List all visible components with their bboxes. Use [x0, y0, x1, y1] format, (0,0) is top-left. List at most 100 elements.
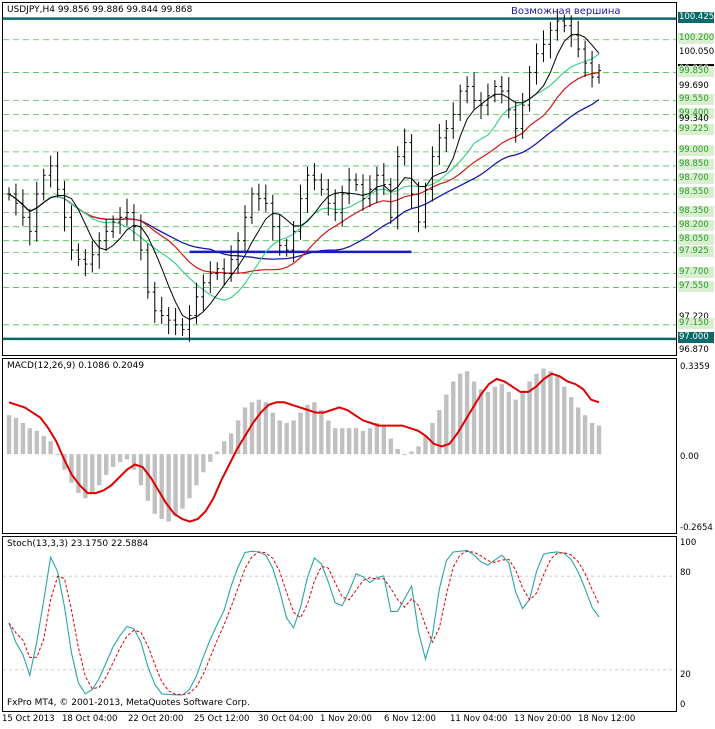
macd-histogram-bar: [402, 454, 407, 456]
macd-histogram-bar: [409, 451, 414, 455]
macd-histogram-bar: [110, 454, 116, 468]
price-chart-svg: [3, 8, 676, 342]
macd-histogram-bar: [305, 404, 310, 455]
macd-histogram-bar: [27, 428, 33, 455]
macd-histogram-bar: [326, 420, 331, 455]
macd-histogram-bar: [333, 428, 338, 455]
price-label: 98.050: [678, 234, 714, 246]
symbol-info: USDJPY,H4 99.856 99.886 99.844 99.868: [7, 5, 193, 15]
macd-histogram-bar: [457, 373, 463, 455]
macd-histogram-bar: [145, 454, 151, 501]
ma-red-line: [8, 72, 600, 274]
time-label: 18 Nov 12:00: [578, 714, 636, 724]
price-label: 96.870: [679, 344, 709, 355]
stochastic-pane[interactable]: Stoch(13,3,3) 23.1750 22.5884 FxPro MT4,…: [2, 536, 677, 712]
macd-histogram-bar: [159, 454, 164, 520]
macd-histogram-bar: [562, 386, 567, 455]
macd-histogram-bar: [221, 441, 227, 455]
macd-histogram-bar: [451, 381, 456, 455]
price-chart-pane[interactable]: USDJPY,H4 99.856 99.886 99.844 99.868 Во…: [2, 2, 677, 356]
macd-histogram-bar: [381, 425, 387, 455]
stoch-axis-0: 0: [680, 700, 686, 710]
stoch-axis-20: 20: [680, 670, 691, 680]
stoch-axis-80: 80: [680, 568, 691, 578]
macd-histogram-bar: [20, 423, 26, 455]
macd-histogram-bar: [180, 454, 185, 509]
macd-histogram-bar: [464, 371, 470, 455]
macd-histogram-bar: [208, 454, 213, 462]
price-label: 98.200: [678, 220, 714, 232]
macd-histogram-bar: [13, 417, 19, 455]
macd-axis-max: 0.3359: [680, 362, 710, 372]
macd-histogram-bar: [131, 454, 137, 470]
price-label: 99.340: [679, 113, 709, 124]
price-label: 98.350: [678, 206, 714, 218]
price-label: 97.550: [678, 280, 714, 292]
macd-histogram-bar: [569, 397, 574, 455]
macd-histogram-bar: [416, 446, 421, 455]
macd-histogram-bar: [117, 454, 123, 462]
macd-histogram-bar: [395, 448, 400, 455]
macd-histogram-bar: [228, 433, 234, 455]
ma-slow-line: [8, 98, 600, 260]
price-label: 99.400: [678, 108, 714, 119]
macd-histogram-bar: [69, 454, 74, 483]
price-label: 99.225: [678, 124, 714, 136]
macd-histogram-bar: [97, 454, 102, 486]
macd-histogram-bar: [478, 389, 484, 455]
macd-histogram-bar: [194, 454, 199, 486]
macd-histogram-bar: [55, 454, 60, 456]
macd-histogram-bar: [346, 428, 352, 455]
macd-histogram-bar: [173, 454, 178, 517]
stoch-svg: [3, 549, 676, 696]
possible-top-annotation: Возможная вершина: [511, 6, 621, 17]
macd-histogram-bar: [527, 381, 532, 455]
macd-histogram-bar: [520, 391, 525, 455]
macd-histogram-bar: [298, 412, 303, 455]
macd-signal-line: [8, 372, 600, 523]
price-label: 99.550: [678, 93, 714, 105]
macd-histogram-bar: [575, 407, 581, 455]
macd-histogram-bar: [83, 454, 88, 499]
stoch-main-line: [8, 549, 600, 696]
price-label: 99.000: [678, 145, 714, 157]
macd-histogram-bar: [215, 451, 220, 455]
macd-histogram-bar: [90, 454, 95, 494]
macd-histogram-bar: [374, 423, 380, 455]
macd-pane[interactable]: MACD(12,26,9) 0.1086 0.2049: [2, 358, 677, 534]
macd-histogram-bar: [582, 415, 588, 455]
macd-histogram-bar: [506, 391, 511, 455]
macd-histogram-bar: [291, 420, 296, 455]
time-label: 30 Oct 04:00: [258, 714, 314, 724]
price-label: 97.700: [678, 266, 714, 278]
price-label: 98.850: [678, 159, 714, 171]
macd-title: MACD(12,26,9) 0.1086 0.2049: [7, 361, 145, 371]
macd-histogram-bar: [319, 410, 324, 455]
time-label: 22 Oct 20:00: [128, 714, 184, 724]
time-label: 25 Oct 12:00: [194, 714, 250, 724]
price-label: 98.550: [678, 187, 714, 199]
macd-histogram-bar: [353, 428, 359, 455]
macd-axis-zero: 0.00: [680, 452, 699, 462]
time-label: 18 Oct 04:00: [62, 714, 118, 724]
macd-histogram-bar: [485, 391, 491, 455]
macd-histogram-bar: [513, 399, 518, 455]
macd-histogram-bar: [548, 371, 553, 455]
macd-histogram-bar: [256, 399, 262, 455]
macd-histogram-bar: [499, 384, 505, 455]
macd-histogram-bar: [534, 373, 539, 455]
stoch-signal-line: [8, 550, 600, 696]
price-label: 100.050: [679, 47, 715, 58]
macd-histogram-bar: [166, 454, 171, 522]
macd-histogram-bar: [388, 438, 393, 455]
macd-histogram-bar: [235, 420, 241, 455]
macd-histogram-bar: [249, 402, 255, 455]
macd-histogram-bar: [34, 430, 39, 455]
stoch-title: Stoch(13,3,3) 23.1750 22.5884: [7, 539, 149, 549]
macd-histogram-bar: [277, 420, 282, 455]
macd-histogram-bar: [367, 428, 373, 455]
macd-histogram-bar: [589, 423, 595, 455]
macd-histogram-bar: [270, 412, 275, 455]
macd-axis-min: -0.2654: [680, 523, 713, 533]
copyright: FxPro MT4, © 2001-2013, MetaQuotes Softw…: [7, 698, 250, 708]
